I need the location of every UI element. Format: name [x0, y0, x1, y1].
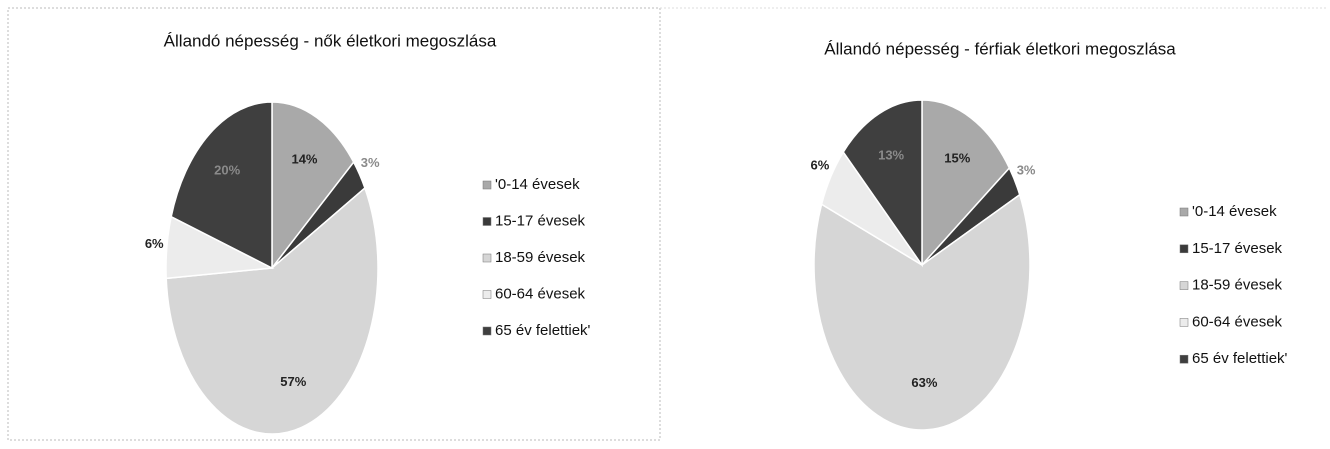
- data-label: 15%: [944, 151, 970, 166]
- legend-label: 60-64 évesek: [1192, 313, 1283, 330]
- data-label: 3%: [1017, 162, 1036, 177]
- legend-swatch: [1179, 318, 1189, 327]
- data-label: 3%: [361, 155, 380, 170]
- pie-slice: [170, 101, 273, 270]
- pie-slice: [842, 99, 923, 268]
- data-label: 63%: [911, 375, 937, 390]
- legend-swatch: [1179, 244, 1189, 254]
- legend-label: 60-64 évesek: [495, 285, 586, 302]
- data-label: 57%: [280, 374, 306, 389]
- legend-label: 65 év felettiek': [1192, 350, 1288, 367]
- data-label: 6%: [810, 157, 829, 172]
- legend-swatch: [482, 253, 492, 263]
- data-label: 20%: [214, 163, 240, 178]
- chart-title: Állandó népesség - nők életkori megoszlá…: [164, 31, 497, 50]
- data-label: 6%: [145, 236, 164, 251]
- legend-label: 15-17 évesek: [1192, 240, 1283, 257]
- chart-frame: [7, 7, 661, 441]
- legend-swatch: [482, 326, 492, 336]
- legend-swatch: [1179, 354, 1189, 364]
- legend-swatch: [482, 290, 492, 299]
- legend-swatch: [482, 180, 492, 190]
- pie-slice: [921, 99, 1011, 267]
- legend-label: '0-14 évesek: [1192, 203, 1277, 220]
- legend-swatch: [1179, 281, 1189, 290]
- pie-slice: [165, 186, 379, 435]
- legend-swatch: [1179, 207, 1189, 217]
- legend-label: 15-17 évesek: [495, 212, 586, 229]
- pie-slice: [813, 193, 1031, 431]
- pie-slice: [271, 101, 355, 271]
- legend-label: 18-59 évesek: [1192, 277, 1283, 294]
- data-label: 14%: [291, 151, 317, 166]
- data-label: 13%: [878, 147, 904, 162]
- legend-label: 65 év felettiek': [495, 322, 591, 339]
- legend-label: 18-59 évesek: [495, 249, 586, 266]
- chart-title: Állandó népesség - férfiak életkori mego…: [824, 39, 1176, 58]
- legend-label: '0-14 évesek: [495, 176, 580, 193]
- legend-swatch: [482, 217, 492, 226]
